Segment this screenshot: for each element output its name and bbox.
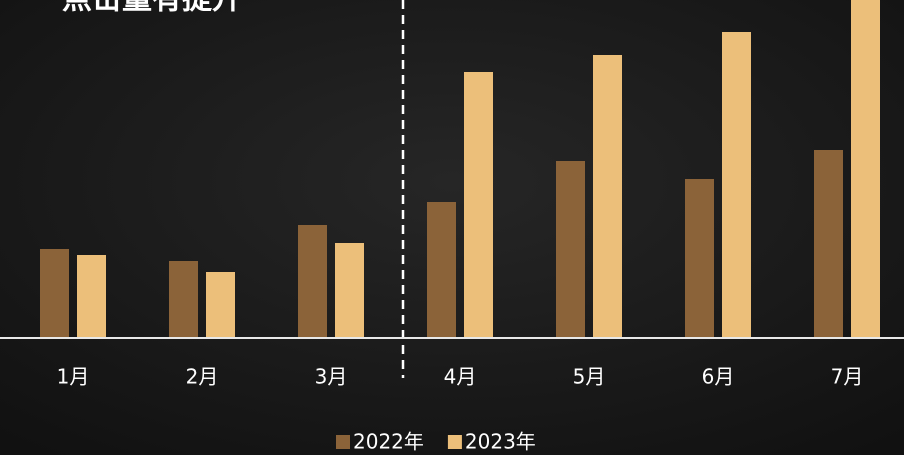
bar: [593, 55, 622, 337]
bar: [40, 249, 69, 337]
bar: [169, 261, 198, 337]
bar: [851, 0, 880, 337]
chart-title: 点击量有提升: [62, 0, 242, 17]
x-tick-label: 7月: [831, 365, 864, 389]
x-tick-label: 5月: [573, 365, 606, 389]
bar: [427, 202, 456, 337]
bar: [335, 243, 364, 337]
legend-label: 2023年: [465, 430, 536, 454]
legend-swatch: [447, 435, 462, 449]
legend-swatch: [336, 435, 350, 449]
x-tick-label: 2月: [186, 365, 219, 389]
bar: [77, 255, 106, 337]
x-tick-label: 1月: [57, 365, 90, 389]
bar: [814, 150, 843, 337]
bar: [722, 32, 751, 337]
x-tick-label: 6月: [702, 365, 735, 389]
bar: [556, 161, 585, 337]
x-tick-label: 4月: [444, 365, 477, 389]
bar: [464, 72, 493, 337]
legend-label: 2022年: [353, 430, 424, 454]
x-tick-label: 3月: [315, 365, 348, 389]
bar: [685, 179, 714, 337]
bar: [298, 225, 327, 337]
bar: [206, 272, 235, 337]
